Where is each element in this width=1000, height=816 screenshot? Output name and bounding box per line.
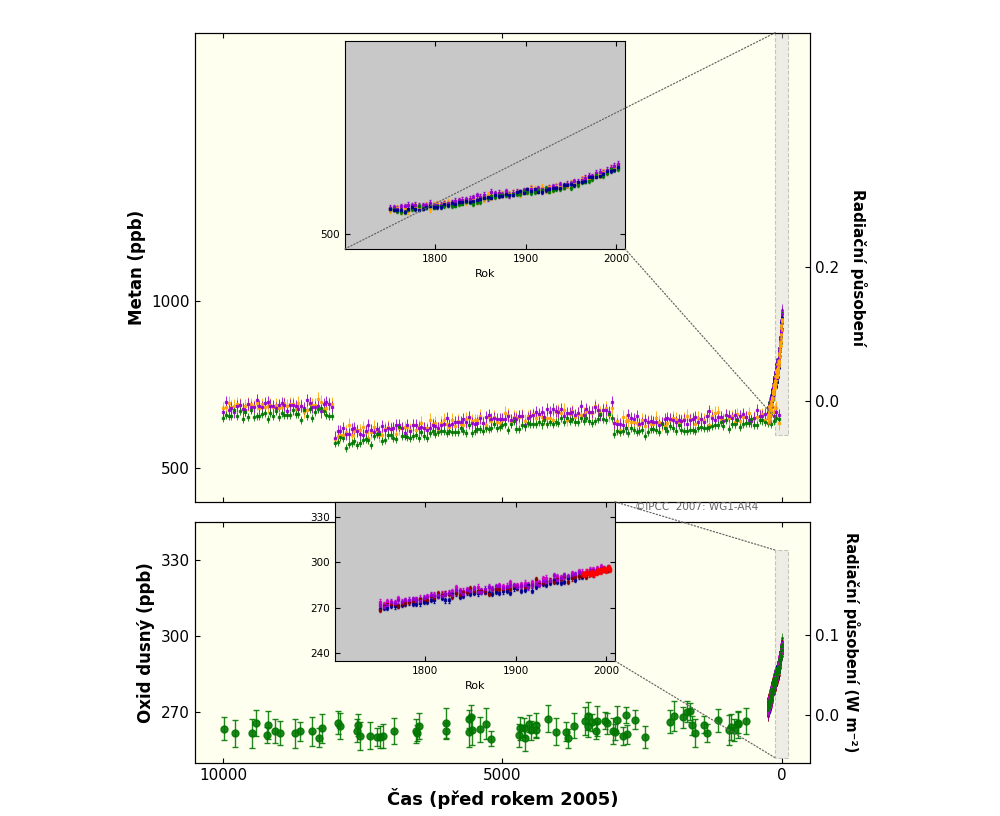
Y-axis label: Radiační působení (W m⁻²): Radiační působení (W m⁻²) (843, 532, 860, 753)
X-axis label: Rok: Rok (475, 269, 495, 279)
Bar (775, 550, 788, 758)
Bar (775, 33, 788, 435)
Y-axis label: Radiační působení: Radiační působení (850, 188, 867, 346)
Y-axis label: Metan (ppb): Metan (ppb) (128, 210, 146, 325)
Y-axis label: Oxid dusný (ppb): Oxid dusný (ppb) (137, 562, 155, 723)
X-axis label: Čas (před rokem 2005): Čas (před rokem 2005) (387, 788, 618, 809)
X-axis label: Rok: Rok (465, 681, 485, 691)
Text: ©IPCC  2007: WG1-AR4: ©IPCC 2007: WG1-AR4 (635, 502, 758, 512)
